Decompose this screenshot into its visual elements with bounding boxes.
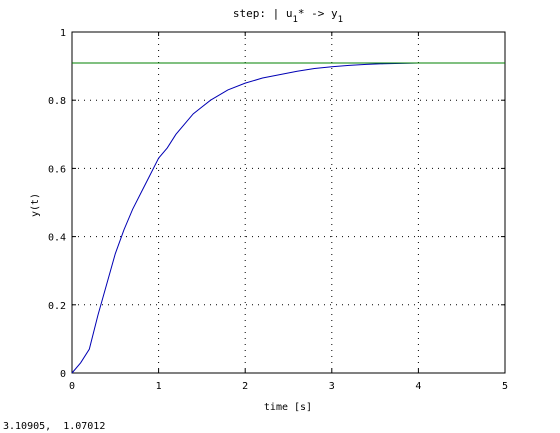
y-tick-label: 0 xyxy=(60,369,66,380)
x-tick-label: 0 xyxy=(69,381,75,392)
y-tick-label: 0.8 xyxy=(48,96,66,107)
series-layer xyxy=(71,62,505,374)
response-line xyxy=(71,62,505,374)
cursor-coordinate-readout: 3.10905, 1.07012 xyxy=(3,421,106,432)
grid xyxy=(72,32,505,373)
x-tick-label: 1 xyxy=(156,381,162,392)
x-axis-label: time [s] xyxy=(264,402,312,413)
y-tick-label: 0.2 xyxy=(48,301,66,312)
x-tick-label: 5 xyxy=(502,381,508,392)
x-tick-label: 4 xyxy=(415,381,421,392)
y-tick-label: 1 xyxy=(60,28,66,39)
y-tick-label: 0.6 xyxy=(48,164,66,175)
x-tick-label: 2 xyxy=(242,381,248,392)
step-response-chart: step: | u1* -> y1 0 1 2 3 4 5 0 0.2 0.4 0.6 0.8 1 t… xyxy=(30,7,508,413)
tick-labels: 0 1 2 3 4 5 0 0.2 0.4 0.6 0.8 1 xyxy=(48,28,508,392)
plot-frame xyxy=(71,31,506,374)
y-axis-label: y(t) xyxy=(30,193,41,217)
y-tick-label: 0.4 xyxy=(48,233,66,244)
x-tick-label: 3 xyxy=(329,381,335,392)
chart-title: step: | u1* -> y1 xyxy=(233,7,343,25)
ticks xyxy=(71,31,506,374)
